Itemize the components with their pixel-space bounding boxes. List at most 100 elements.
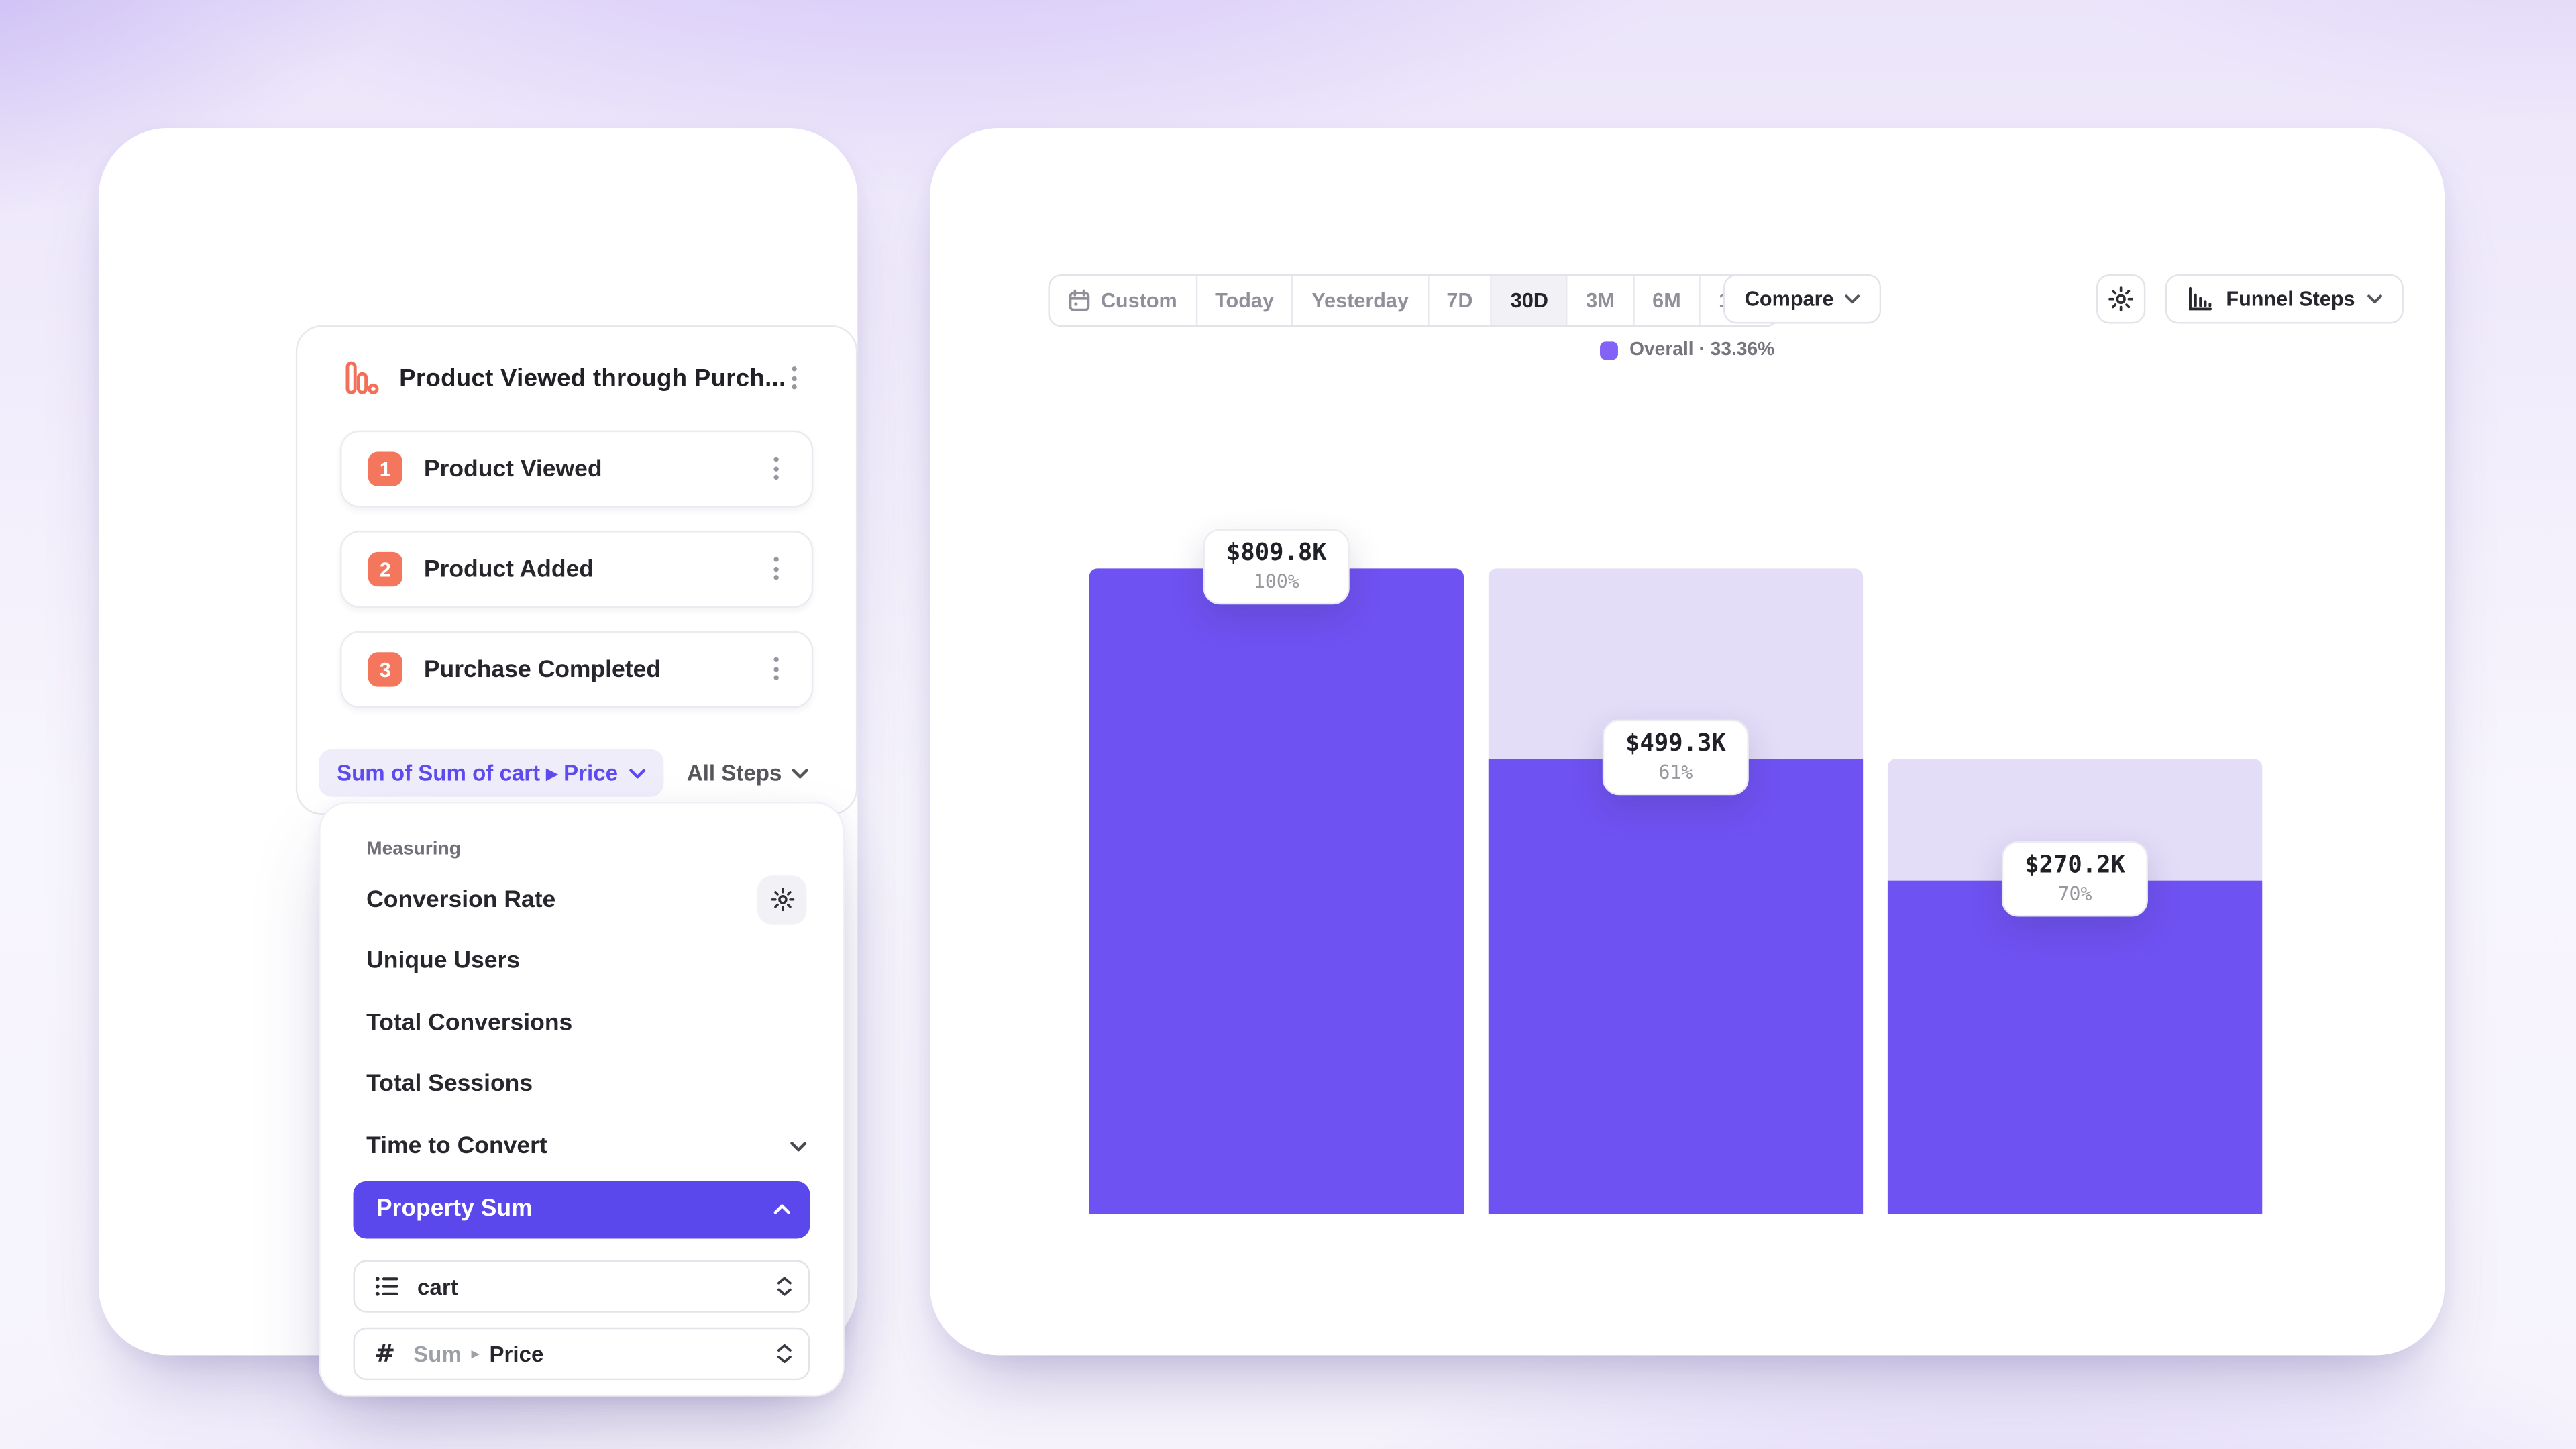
steps-scope-dropdown[interactable]: All Steps <box>687 761 808 786</box>
measuring-item-label: Total Conversions <box>366 1010 573 1036</box>
step-label: Product Added <box>423 555 594 583</box>
date-tab-label: Today <box>1215 289 1274 313</box>
bar-value-tooltip: $809.8K 100% <box>1203 529 1350 605</box>
chart-type-label: Funnel Steps <box>2226 287 2355 311</box>
measuring-item-label: Property Sum <box>376 1195 533 1223</box>
list-icon <box>375 1277 398 1296</box>
measuring-item-property-sum[interactable]: Property Sum <box>353 1180 810 1238</box>
property-value-part: Price <box>489 1341 544 1366</box>
date-tab-label: 3M <box>1586 289 1615 313</box>
bar-percent-label: 61% <box>1658 760 1693 784</box>
chevron-down-icon <box>629 768 646 778</box>
chart-legend: Overall · 33.36% <box>1600 340 1774 360</box>
chart-panel: CustomTodayYesterday7D30D3M6M12M Compare <box>930 128 2445 1356</box>
legend-swatch <box>1600 341 1618 360</box>
bar-value-tooltip: $270.2K 70% <box>2001 841 2149 917</box>
step-number-badge: 1 <box>368 451 403 486</box>
date-tab-label: 7D <box>1446 289 1473 313</box>
date-tab-label: Yesterday <box>1311 289 1409 313</box>
property-input-row[interactable]: # Sum ▸ Price <box>353 1327 810 1381</box>
date-tab-label: Custom <box>1100 289 1177 313</box>
measuring-item-label: Time to Convert <box>366 1133 547 1160</box>
measuring-item-label: Unique Users <box>366 948 521 975</box>
funnel-menu-button[interactable] <box>777 358 810 398</box>
funnel-chart-icon <box>343 360 380 396</box>
bar-value-label: $499.3K <box>1625 731 1726 757</box>
measuring-item-total-conversions[interactable]: Total Conversions <box>321 992 843 1054</box>
step-label: Purchase Completed <box>423 656 661 683</box>
funnel-builder-panel: Product Viewed through Purch... 1 Product… <box>98 128 858 1397</box>
row-menu-button[interactable] <box>759 549 792 588</box>
date-tab-label: 6M <box>1652 289 1681 313</box>
property-input-row[interactable]: cart <box>353 1260 810 1313</box>
property-value: cart <box>417 1274 458 1299</box>
funnel-bar-chart: $809.8K 100% $499.3K 61% $270.2K 70% <box>1089 529 2263 1214</box>
calendar-icon <box>1069 289 1090 311</box>
date-range-tabs: CustomTodayYesterday7D30D3M6M12M <box>1048 274 1779 327</box>
bar-value-label: $809.8K <box>1226 540 1327 567</box>
measuring-dropdown-panel: Measuring Conversion Rate Unique Users Tot… <box>319 802 845 1397</box>
bar-value-tooltip: $499.3K 61% <box>1602 719 1750 796</box>
measuring-items: Conversion Rate Unique Users Total Convers… <box>321 869 843 1238</box>
measuring-section-label: Measuring <box>366 839 461 859</box>
date-tab-3m[interactable]: 3M <box>1568 276 1635 325</box>
property-value-part: cart <box>417 1274 458 1299</box>
funnel-steps-chart-icon <box>2189 286 2212 311</box>
step-label: Product Viewed <box>423 455 602 482</box>
measuring-item-label: Conversion Rate <box>366 886 556 914</box>
measurement-row: Sum of Sum of cart ▸ Price All Steps <box>319 749 835 797</box>
chart-type-dropdown[interactable]: Funnel Steps <box>2165 274 2405 324</box>
property-value-part: Sum <box>413 1341 462 1366</box>
measure-settings-button[interactable] <box>757 875 807 925</box>
gear-icon <box>2108 286 2134 312</box>
up-down-stepper-icon <box>777 1277 792 1296</box>
date-tab-custom[interactable]: Custom <box>1050 276 1197 325</box>
funnel-steps-list: 1 Product Viewed 2 Product Added 3 Purchase C… <box>339 430 814 708</box>
funnel-bar-column <box>1089 568 1464 1214</box>
row-menu-button[interactable] <box>759 449 792 488</box>
funnel-bar-column <box>1488 568 1864 1214</box>
step-number-badge: 2 <box>368 551 403 587</box>
measuring-item-total-sessions[interactable]: Total Sessions <box>321 1054 843 1116</box>
property-value: Sum ▸ Price <box>413 1342 543 1366</box>
bar-value-label: $270.2K <box>2025 852 2125 879</box>
date-tab-7d[interactable]: 7D <box>1428 276 1493 325</box>
date-tab-yesterday[interactable]: Yesterday <box>1293 276 1429 325</box>
funnel-step-row[interactable]: 2 Product Added <box>339 531 814 608</box>
chevron-down-icon <box>1845 294 1860 304</box>
measurement-label: Sum of Sum of cart ▸ Price <box>337 759 619 785</box>
compare-button[interactable]: Compare <box>1723 274 1882 324</box>
measuring-item-conversion-rate[interactable]: Conversion Rate <box>321 869 843 931</box>
funnel-step-row[interactable]: 1 Product Viewed <box>339 430 814 508</box>
funnel-bar-column <box>1887 759 2263 1214</box>
step-number-badge: 3 <box>368 652 403 687</box>
chevron-down-icon <box>2368 294 2383 304</box>
measurement-dropdown[interactable]: Sum of Sum of cart ▸ Price <box>319 749 664 797</box>
date-tab-6m[interactable]: 6M <box>1634 276 1701 325</box>
property-inputs: cart # Sum ▸ Price <box>353 1260 810 1381</box>
date-tab-label: 30D <box>1510 289 1548 313</box>
funnel-definition-card: Product Viewed through Purch... 1 Product… <box>295 325 858 815</box>
chevron-down-icon <box>790 1141 807 1151</box>
measuring-item-label: Total Sessions <box>366 1071 533 1098</box>
row-menu-button[interactable] <box>759 649 792 688</box>
funnel-bar-current-step[interactable] <box>1089 568 1464 1214</box>
hash-icon: # <box>374 1338 396 1368</box>
funnel-bar-current-step[interactable] <box>1488 759 1864 1214</box>
funnel-title: Product Viewed through Purch... <box>399 364 786 392</box>
date-tab-today[interactable]: Today <box>1197 276 1294 325</box>
funnel-step-row[interactable]: 3 Purchase Completed <box>339 631 814 708</box>
gear-icon <box>770 888 794 912</box>
legend-label: Overall · 33.36% <box>1629 339 1775 360</box>
chevron-up-icon <box>773 1204 790 1214</box>
measuring-item-time-to-convert[interactable]: Time to Convert <box>321 1116 843 1177</box>
funnel-card-header: Product Viewed through Purch... <box>297 327 856 429</box>
funnel-bar-current-step[interactable] <box>1887 880 2263 1214</box>
bar-percent-label: 70% <box>2057 881 2092 905</box>
measuring-item-unique-users[interactable]: Unique Users <box>321 930 843 992</box>
steps-scope-label: All Steps <box>686 760 782 786</box>
chart-settings-button[interactable] <box>2096 274 2146 324</box>
date-tab-30d[interactable]: 30D <box>1492 276 1568 325</box>
